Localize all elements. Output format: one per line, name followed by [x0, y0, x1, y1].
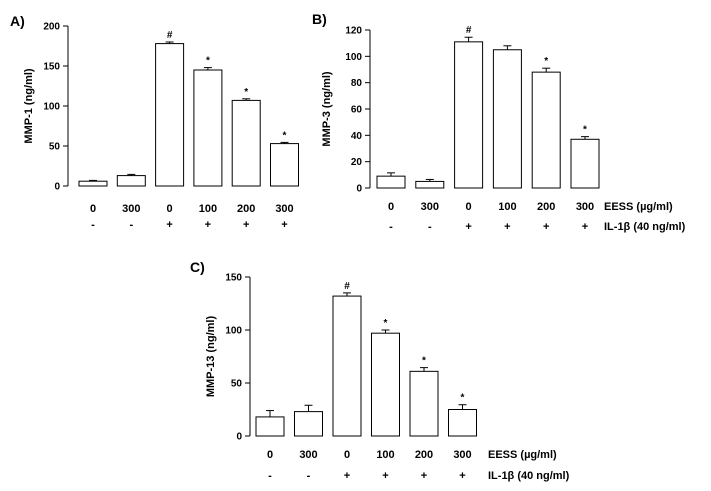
- bar: [409, 370, 439, 437]
- bar: [448, 409, 477, 437]
- bar: [415, 180, 445, 189]
- il1b-sign-label: -: [91, 219, 95, 231]
- significance-marker: *: [422, 356, 426, 367]
- y-tick-label: 60: [351, 105, 363, 116]
- y-tick-label: 150: [225, 273, 242, 284]
- bar: [332, 295, 362, 437]
- il1b-sign-label: -: [307, 470, 311, 482]
- y-tick-label: 120: [345, 26, 362, 37]
- significance-marker: #: [344, 281, 350, 292]
- y-tick-label: 100: [345, 52, 362, 63]
- il1b-sign-label: -: [389, 221, 393, 233]
- panel-label: B): [312, 11, 327, 27]
- y-tick-label: 0: [54, 182, 60, 193]
- il1b-sign-label: -: [428, 221, 432, 233]
- y-tick-label: 150: [43, 62, 60, 73]
- bar: [531, 71, 561, 189]
- y-tick-label: 100: [225, 326, 242, 337]
- il1b-sign-label: -: [268, 470, 272, 482]
- eess-dose-label: 0: [388, 201, 394, 213]
- eess-dose-label: 100: [376, 449, 394, 461]
- eess-dose-label: 300: [576, 201, 594, 213]
- y-tick-label: 20: [351, 157, 363, 168]
- il1b-sign-label: +: [504, 221, 510, 233]
- y-tick-label: 0: [356, 184, 362, 195]
- il1b-sign-label: +: [582, 221, 588, 233]
- y-tick-label: 50: [231, 379, 243, 390]
- bar: [255, 416, 285, 437]
- significance-marker: #: [466, 25, 472, 36]
- y-tick-label: 200: [43, 22, 60, 33]
- significance-marker: *: [583, 125, 587, 136]
- bar: [116, 175, 146, 187]
- il1b-row-label: IL-1β (40 ng/ml): [604, 221, 686, 233]
- eess-dose-label: 300: [421, 201, 439, 213]
- eess-dose-label: 100: [199, 203, 217, 215]
- eess-dose-label: 0: [466, 201, 472, 213]
- il1b-sign-label: -: [129, 219, 133, 231]
- significance-marker: #: [167, 30, 173, 41]
- bar: [454, 41, 484, 189]
- bar: [231, 99, 261, 187]
- y-tick-label: 80: [351, 78, 363, 89]
- eess-dose-label: 200: [415, 449, 433, 461]
- il1b-sign-label: +: [344, 470, 350, 482]
- il1b-sign-label: +: [421, 470, 427, 482]
- eess-row-label: EESS (µg/ml): [604, 201, 673, 213]
- eess-dose-label: 300: [275, 203, 293, 215]
- eess-dose-label: 0: [90, 203, 96, 215]
- bar: [376, 175, 406, 189]
- bar: [78, 180, 108, 187]
- significance-marker: *: [461, 393, 465, 404]
- eess-dose-label: 0: [167, 203, 173, 215]
- il1b-sign-label: +: [243, 219, 249, 231]
- panel-label: C): [190, 259, 205, 275]
- eess-dose-label: 0: [344, 449, 350, 461]
- il1b-sign-label: +: [166, 219, 172, 231]
- significance-marker: *: [544, 56, 548, 67]
- y-tick-label: 40: [351, 131, 363, 142]
- bar: [193, 69, 223, 187]
- bar: [294, 411, 323, 437]
- y-axis-label: MMP-3 (ng/ml): [321, 71, 333, 146]
- eess-dose-label: 200: [537, 201, 555, 213]
- eess-dose-label: 100: [498, 201, 516, 213]
- il1b-sign-label: +: [543, 221, 549, 233]
- bar: [492, 49, 522, 189]
- y-axis-label: MMP-1 (ng/ml): [23, 68, 35, 143]
- significance-marker: *: [384, 318, 388, 329]
- il1b-sign-label: +: [459, 470, 465, 482]
- eess-dose-label: 300: [122, 203, 140, 215]
- il1b-row-label: IL-1β (40 ng/ml): [488, 470, 570, 482]
- panel-label: A): [10, 13, 25, 29]
- eess-dose-label: 300: [453, 449, 471, 461]
- significance-marker: *: [206, 56, 210, 67]
- significance-marker: *: [244, 87, 248, 98]
- y-tick-label: 50: [49, 142, 61, 153]
- il1b-sign-label: +: [281, 219, 287, 231]
- eess-dose-label: 200: [237, 203, 255, 215]
- bar: [270, 143, 299, 187]
- eess-row-label: EESS (µg/ml): [488, 449, 557, 461]
- bar: [570, 138, 600, 189]
- bar: [155, 43, 185, 187]
- il1b-sign-label: +: [465, 221, 471, 233]
- eess-dose-label: 300: [299, 449, 317, 461]
- il1b-sign-label: +: [205, 219, 211, 231]
- bar: [371, 332, 400, 437]
- y-axis-label: MMP-13 (ng/ml): [205, 316, 217, 398]
- y-tick-label: 100: [43, 102, 60, 113]
- y-tick-label: 0: [236, 432, 242, 443]
- il1b-sign-label: +: [382, 470, 388, 482]
- significance-marker: *: [283, 130, 287, 141]
- eess-dose-label: 0: [267, 449, 273, 461]
